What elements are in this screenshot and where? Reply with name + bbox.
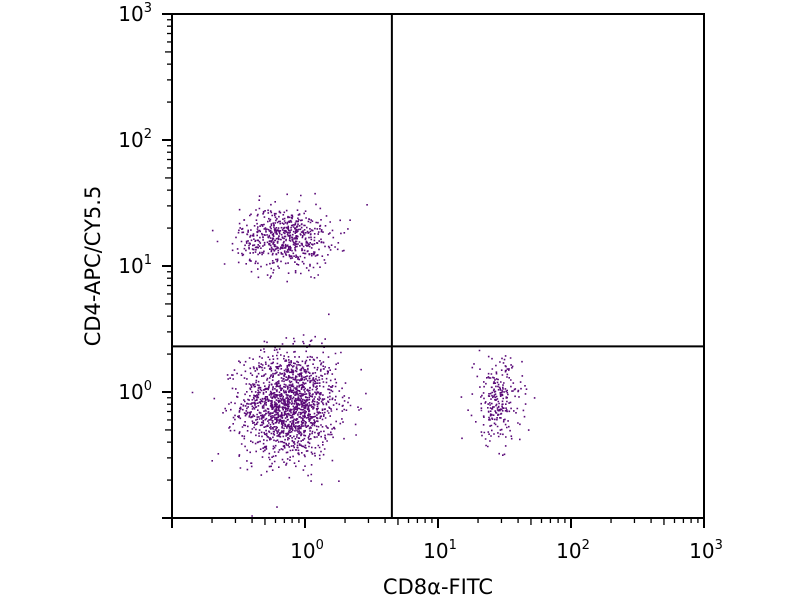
scatter-points [191, 192, 536, 517]
x-tick-label: 101 [423, 538, 457, 563]
tick-labels: 100 101 102 103 100 101 102 103 [118, 1, 723, 563]
axis-ticks [162, 13, 705, 528]
y-tick-label: 101 [118, 253, 152, 278]
x-axis-label: CD8α-FITC [383, 575, 493, 599]
x-tick-label: 102 [556, 538, 590, 563]
y-tick-label: 103 [118, 1, 152, 26]
y-axis-label: CD4-APC/CY5.5 [81, 186, 105, 347]
x-tick-label: 103 [689, 538, 723, 563]
x-tick-label: 100 [290, 538, 324, 563]
y-tick-label: 102 [118, 127, 152, 152]
quadrant-gate [172, 14, 704, 518]
plot-frame [171, 13, 705, 519]
y-tick-label: 100 [118, 379, 152, 404]
scatter-dots [191, 192, 536, 517]
